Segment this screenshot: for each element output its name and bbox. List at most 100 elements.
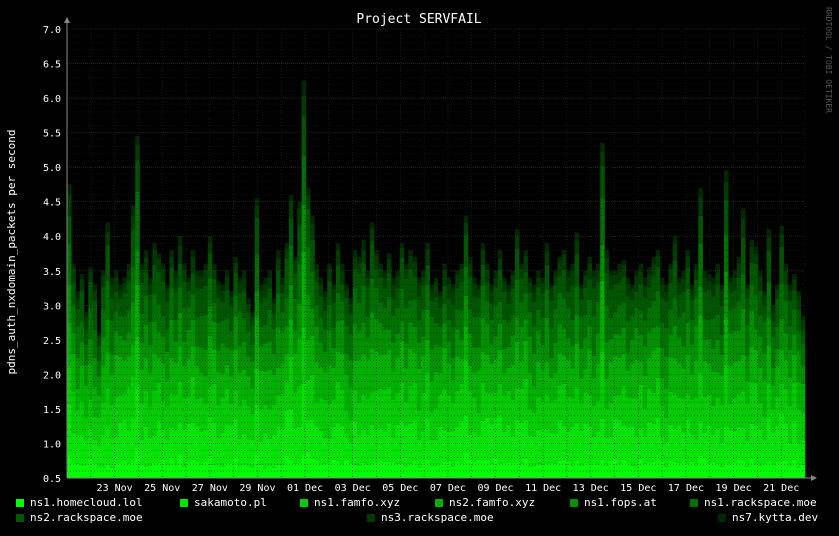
bar-segment-ns1-rackspace-moe (544, 289, 550, 318)
bar-segment-ns1-rackspace-moe (595, 301, 601, 334)
bar-segment-ns2-rackspace-moe (310, 239, 315, 272)
bar-segment-ns7-kytta-dev (668, 263, 674, 269)
bar-segment-ns1-rackspace-moe (182, 307, 187, 342)
bar-segment-ns2-famfo-xyz (139, 369, 145, 403)
bar-segment-ns7-kytta-dev (369, 222, 375, 229)
bar-segment-ns1-homecloud-lol (749, 458, 755, 478)
bar-segment-ns2-rackspace-moe (600, 165, 605, 199)
bar-segment-ns2-rackspace-moe (587, 279, 593, 300)
bar-segment-sakamoto-pl (135, 386, 140, 449)
bar-segment-ns2-famfo-xyz (378, 354, 383, 389)
bar-segment-ns7-kytta-dev (310, 215, 315, 224)
bar-segment-sakamoto-pl (446, 431, 452, 461)
bar-segment-ns1-homecloud-lol (386, 461, 392, 478)
bar-segment-ns1-fops-at (531, 353, 537, 386)
bar-segment-ns1-homecloud-lol (446, 460, 452, 478)
bar-segment-ns1-rackspace-moe (668, 309, 674, 335)
bar-segment-ns1-famfo-xyz (246, 406, 251, 440)
bar-segment-ns1-rackspace-moe (340, 301, 345, 320)
bar-segment-ns2-rackspace-moe (416, 296, 422, 321)
bar-segment-ns2-rackspace-moe (668, 282, 674, 310)
bar-segment-ns7-kytta-dev (438, 291, 443, 296)
bar-segment-ns1-homecloud-lol (723, 462, 729, 478)
bar-segment-ns1-rackspace-moe (148, 321, 153, 345)
bar-segment-ns1-homecloud-lol (305, 451, 311, 478)
bar-segment-ns1-homecloud-lol (672, 461, 678, 478)
bar-segment-ns1-homecloud-lol (220, 466, 226, 478)
bar-segment-ns1-homecloud-lol (143, 466, 149, 478)
bar-segment-ns2-rackspace-moe (787, 300, 793, 326)
bar-segment-ns3-rackspace-moe (758, 276, 763, 291)
bar-segment-ns7-kytta-dev (433, 277, 439, 283)
bar-segment-ns1-homecloud-lol (203, 461, 209, 478)
bar-segment-ns1-fops-at (344, 353, 349, 376)
bar-segment-ns1-fops-at (156, 331, 162, 358)
bar-segment-sakamoto-pl (386, 423, 392, 462)
bar-segment-ns2-rackspace-moe (408, 269, 413, 301)
bar-segment-ns1-homecloud-lol (216, 465, 221, 478)
bar-segment-ns1-famfo-xyz (527, 408, 533, 436)
bar-segment-sakamoto-pl (749, 423, 755, 459)
bar-segment-ns1-homecloud-lol (766, 461, 772, 478)
bar-segment-ns1-famfo-xyz (659, 405, 665, 437)
bar-segment-ns1-famfo-xyz (621, 385, 627, 426)
bar-segment-ns1-fops-at (527, 336, 533, 373)
bar-segment-ns7-kytta-dev (544, 243, 550, 253)
bar-segment-ns1-famfo-xyz (186, 396, 192, 424)
bar-segment-ns1-fops-at (651, 327, 656, 351)
bar-segment-ns1-homecloud-lol (139, 464, 145, 478)
bar-segment-ns1-rackspace-moe (331, 327, 337, 349)
bar-segment-ns1-famfo-xyz (792, 382, 797, 421)
bar-segment-ns2-rackspace-moe (702, 291, 708, 319)
bar-segment-ns2-rackspace-moe (113, 291, 119, 312)
bar-segment-ns3-rackspace-moe (258, 290, 264, 303)
bar-segment-ns3-rackspace-moe (711, 284, 716, 297)
bar-segment-ns1-rackspace-moe (335, 293, 341, 322)
bar-segment-ns1-famfo-xyz (169, 393, 174, 428)
bar-segment-ns1-rackspace-moe (224, 318, 230, 348)
bar-segment-ns2-rackspace-moe (203, 285, 209, 315)
bar-segment-ns2-rackspace-moe (796, 309, 802, 332)
bar-segment-ns2-rackspace-moe (216, 297, 221, 323)
bar-segment-ns2-famfo-xyz (489, 363, 494, 394)
bar-segment-ns2-famfo-xyz (438, 372, 443, 395)
bar-segment-ns1-famfo-xyz (67, 365, 72, 404)
bar-segment-ns1-homecloud-lol (476, 459, 482, 478)
bar-segment-ns2-rackspace-moe (182, 281, 187, 308)
bar-segment-ns1-famfo-xyz (455, 390, 460, 427)
bar-segment-ns2-rackspace-moe (728, 292, 733, 311)
legend-swatch (300, 499, 308, 507)
bar-segment-sakamoto-pl (796, 442, 802, 468)
bar-segment-ns1-famfo-xyz (719, 404, 725, 443)
bar-segment-ns3-rackspace-moe (647, 274, 652, 288)
bar-segment-ns7-kytta-dev (220, 284, 226, 291)
bar-segment-sakamoto-pl (327, 438, 332, 464)
bar-segment-ns1-rackspace-moe (600, 198, 605, 246)
bar-segment-ns2-rackspace-moe (634, 291, 639, 308)
bar-segment-ns2-famfo-xyz (297, 338, 302, 386)
bar-segment-sakamoto-pl (685, 419, 691, 464)
bar-segment-ns1-famfo-xyz (779, 383, 784, 413)
bar-segment-ns1-famfo-xyz (459, 383, 465, 421)
bar-segment-ns1-fops-at (736, 330, 742, 361)
bar-segment-ns2-rackspace-moe (148, 294, 153, 322)
bar-segment-ns3-rackspace-moe (604, 258, 610, 273)
bar-segment-ns1-rackspace-moe (630, 316, 635, 340)
bar-segment-ns1-homecloud-lol (736, 460, 742, 478)
bar-segment-ns2-rackspace-moe (450, 304, 456, 327)
bar-segment-ns1-fops-at (101, 337, 106, 366)
bar-segment-ns2-famfo-xyz (254, 318, 260, 369)
bar-segment-ns2-rackspace-moe (553, 285, 558, 310)
bar-segment-ns1-famfo-xyz (113, 396, 119, 437)
bar-segment-ns1-famfo-xyz (519, 387, 524, 423)
bar-segment-ns2-rackspace-moe (288, 218, 294, 246)
bar-segment-ns1-fops-at (284, 326, 290, 354)
bar-segment-ns3-rackspace-moe (293, 261, 298, 274)
bar-segment-sakamoto-pl (689, 434, 695, 462)
bar-segment-ns2-famfo-xyz (493, 358, 499, 393)
bar-segment-ns2-famfo-xyz (630, 363, 635, 398)
bar-segment-sakamoto-pl (148, 437, 153, 466)
bar-segment-ns1-famfo-xyz (523, 378, 529, 420)
bar-segment-ns7-kytta-dev (472, 277, 477, 284)
bar-segment-sakamoto-pl (510, 435, 516, 463)
